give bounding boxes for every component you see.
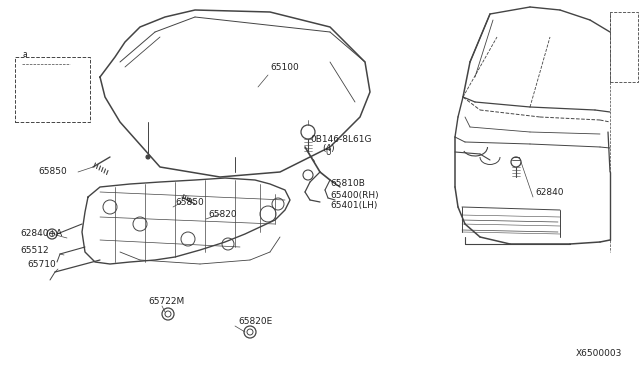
Text: 65400(RH): 65400(RH) [330, 191, 379, 200]
Text: 65512: 65512 [20, 246, 49, 255]
Text: 65710: 65710 [27, 260, 56, 269]
Text: (4): (4) [322, 144, 335, 153]
Bar [15, 57, 90, 122]
Text: 62840: 62840 [535, 188, 563, 197]
Text: 65100: 65100 [270, 63, 299, 72]
Text: a: a [22, 50, 27, 59]
Text: 65850: 65850 [38, 167, 67, 176]
Text: 65722M: 65722M [148, 297, 184, 306]
Text: 65810B: 65810B [330, 179, 365, 188]
Text: U: U [325, 148, 330, 157]
Circle shape [146, 155, 150, 159]
Text: 0B146-8L61G: 0B146-8L61G [310, 135, 371, 144]
Circle shape [49, 231, 54, 237]
Text: X6500003: X6500003 [576, 349, 622, 358]
Text: 62840+A: 62840+A [20, 229, 62, 238]
Text: 65401(LH): 65401(LH) [330, 201, 378, 210]
Text: 65850: 65850 [175, 198, 204, 207]
Text: 65820: 65820 [208, 210, 237, 219]
Text: 65820E: 65820E [238, 317, 272, 326]
Bar [610, 12, 638, 82]
